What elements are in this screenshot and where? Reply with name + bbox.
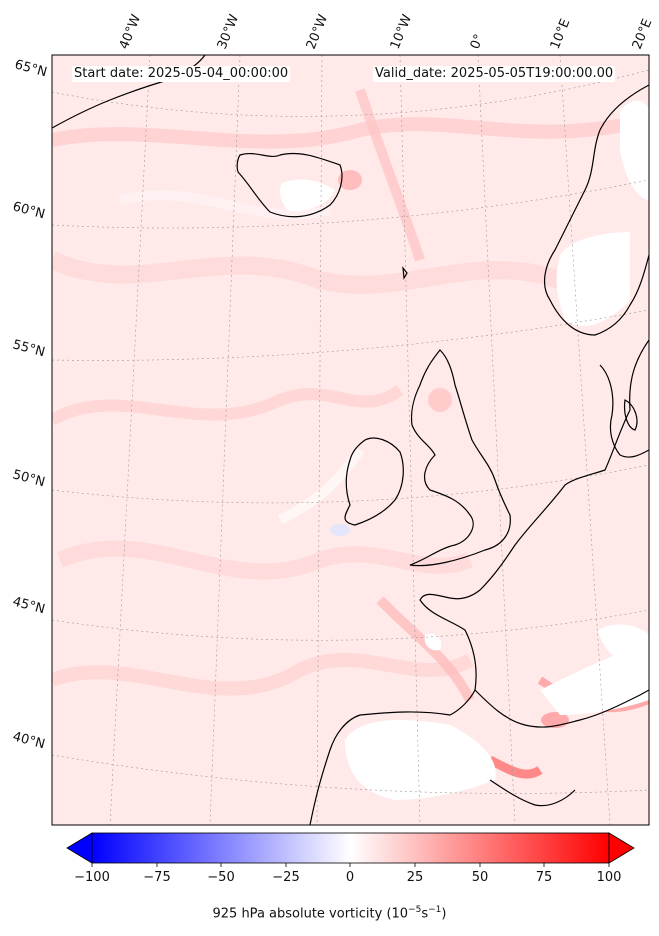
colorbar-tick-label: −25: [272, 870, 300, 885]
coastlines: [52, 55, 649, 825]
lat-label-50n: 50°N: [11, 467, 47, 490]
colorbar-tick-label: 100: [596, 870, 622, 885]
colorbar-max-extension: [608, 832, 635, 864]
lon-label-0: 0°: [468, 32, 487, 51]
colorbar-tick-label: −50: [207, 870, 235, 885]
colorbar-tick-marks: [91, 863, 610, 867]
colorbar: [66, 832, 635, 867]
lon-label-10w: 10°W: [388, 12, 415, 51]
valid-date-label: Valid_date: 2025-05-05T19:00:00.00: [373, 66, 616, 82]
latitude-labels: 65°N 60°N 55°N 50°N 45°N 40°N: [11, 57, 49, 752]
lat-label-65n: 65°N: [13, 57, 49, 80]
lat-label-55n: 55°N: [11, 337, 47, 360]
colorbar-min-extension: [66, 832, 93, 864]
lon-label-30w: 30°W: [215, 12, 242, 51]
longitude-labels: 40°W 30°W 20°W 10°W 0° 10°E 20°E: [117, 12, 656, 51]
vorticity-field: [52, 55, 649, 825]
colorbar-tick-label: 25: [406, 870, 424, 885]
colorbar-tick-label: 50: [471, 870, 489, 885]
graticule: [52, 55, 649, 825]
colorbar-tick-label: −100: [74, 870, 110, 885]
map-frame: [51, 54, 650, 826]
lat-label-45n: 45°N: [11, 594, 47, 617]
lon-label-10e: 10°E: [548, 17, 574, 52]
lon-label-40w: 40°W: [117, 12, 144, 51]
colorbar-tick-label: 75: [535, 870, 553, 885]
colorbar-tick-label: 0: [345, 870, 355, 885]
lat-label-40n: 40°N: [11, 729, 47, 752]
lon-label-20e: 20°E: [630, 17, 656, 52]
colorbar-bar: [91, 832, 610, 864]
colorbar-tick-label: −75: [143, 870, 171, 885]
colorbar-label: 925 hPa absolute vorticity (10−5s−1): [212, 905, 447, 922]
start-date-label: Start date: 2025-05-04_00:00:00: [72, 66, 291, 82]
lon-label-20w: 20°W: [304, 12, 331, 51]
lat-label-60n: 60°N: [11, 199, 47, 222]
